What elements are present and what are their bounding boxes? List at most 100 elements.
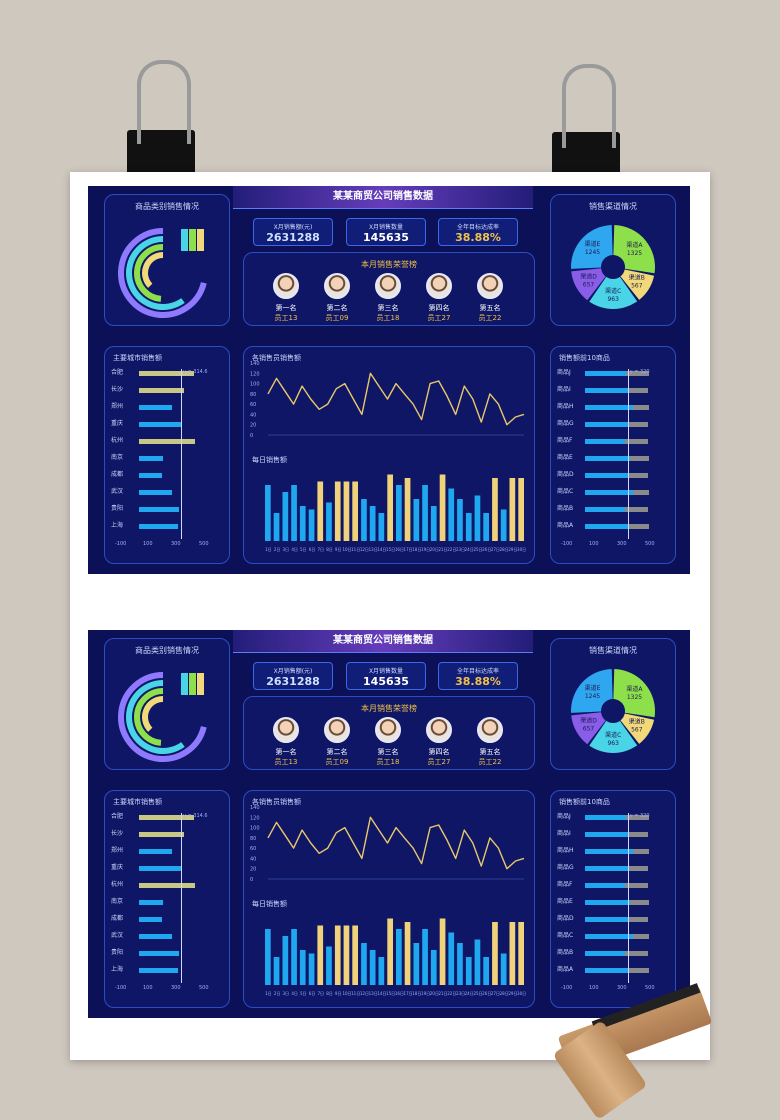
product-label: 商品C	[557, 488, 574, 495]
daily-bar-label: 11日	[351, 547, 360, 552]
dashboard-title: 某某商贸公司销售数据	[233, 630, 533, 653]
daily-bar	[509, 478, 516, 541]
product-bar	[585, 883, 625, 888]
line-y-tick: 80	[250, 836, 256, 842]
product-average-label: y = 320	[629, 369, 650, 375]
pie-slice-渠道A	[613, 669, 655, 718]
city-axis-tick: 500	[199, 985, 209, 991]
daily-bar-label: 20日	[430, 991, 439, 996]
daily-bar	[439, 474, 446, 541]
daily-bar	[483, 957, 489, 985]
line-y-tick: 40	[250, 856, 256, 862]
daily-bar-label: 11日	[351, 991, 360, 996]
pie-slice-value: 567	[631, 727, 643, 734]
pie-slice-渠道D	[571, 268, 606, 301]
trend-panel-title: 各销售员销售额	[252, 798, 301, 806]
category-ring-3	[134, 688, 164, 746]
daily-bar	[361, 499, 367, 541]
category-panel-title: 商品类别销售情况	[135, 646, 199, 655]
kpi-card: 全年目标达成率 38.88%	[438, 218, 518, 246]
pie-slice-label: 渠道D	[580, 717, 597, 725]
ranking-item: 第三名 员工18	[368, 717, 408, 767]
kpi-card: X月销售额(元) 2631288	[253, 218, 333, 246]
city-bar	[139, 490, 173, 495]
daily-bar	[273, 513, 280, 541]
daily-bar-label: 7日	[318, 991, 325, 996]
city-label: 郑州	[111, 847, 124, 854]
city-axis-tick: -100	[115, 541, 127, 547]
daily-bar-label: 15日	[386, 991, 395, 996]
city-bar	[139, 473, 162, 478]
kpi-card: X月销售数量 145635	[346, 662, 426, 690]
daily-bar	[378, 513, 385, 541]
city-bar	[139, 405, 173, 410]
pie-slice-渠道E	[571, 669, 613, 713]
product-label: 商品G	[557, 420, 574, 427]
daily-bar-label: 29日	[508, 547, 517, 552]
line-y-tick: 40	[250, 412, 256, 418]
ranking-place: 第三名	[377, 304, 399, 312]
daily-bar	[308, 509, 315, 541]
ranking-panel: 本月销售荣誉榜 第一名 员工13 第二名 员工09 第三名 员工18 第四名 员工27 第五名 员工…	[243, 252, 535, 326]
daily-bar-label: 27日	[491, 991, 500, 996]
daily-bar	[509, 922, 516, 985]
product-bar	[585, 507, 625, 512]
pie-slice-渠道D	[571, 712, 606, 745]
daily-bar-label: 1日	[265, 547, 272, 552]
daily-bar	[413, 943, 420, 985]
city-axis-tick: -100	[115, 985, 127, 991]
daily-bar-label: 26日	[482, 547, 491, 552]
city-label: 杭州	[111, 881, 124, 888]
ranking-item: 第一名 员工13	[266, 273, 306, 323]
avatar	[426, 717, 452, 743]
daily-bar	[352, 481, 358, 541]
line-y-tick: 100	[250, 826, 260, 832]
daily-bar	[343, 925, 350, 985]
product-bar	[585, 832, 629, 837]
salesperson-line-chart: 0 20 40 60 80 100 120 140	[250, 805, 525, 883]
city-bar	[139, 900, 163, 905]
daily-bar-label: 5日	[300, 547, 307, 552]
daily-bar-label: 21日	[438, 547, 447, 552]
category-ring-1	[118, 228, 207, 318]
daily-bar-label: 18日	[412, 547, 421, 552]
daily-bar	[299, 950, 306, 985]
daily-bar	[500, 953, 507, 985]
daily-bar	[265, 485, 271, 541]
product-bar	[585, 490, 633, 495]
pie-slice-value: 567	[631, 283, 643, 290]
daily-bar	[404, 478, 411, 541]
daily-bar-label: 16日	[395, 991, 404, 996]
avatar	[375, 717, 401, 743]
city-label: 长沙	[111, 386, 124, 393]
daily-bar-label: 1日	[265, 991, 272, 996]
ranking-panel-title: 本月销售荣誉榜	[361, 704, 417, 713]
line-y-tick: 20	[250, 423, 256, 429]
product-label: 商品F	[557, 437, 573, 444]
pie-slice-label: 渠道A	[626, 685, 643, 693]
daily-bar-chart: 1日 2日 3日 4日 5日 6日 7日 8日 9日 10日 11日 12日 13日 14日 15日 16日 1…	[265, 918, 526, 996]
city-axis-tick: 100	[143, 541, 153, 547]
city-bar	[139, 456, 163, 461]
daily-bar-label: 3日	[283, 991, 290, 996]
daily-bar	[326, 502, 332, 541]
ranking-place: 第一名	[275, 304, 297, 312]
daily-bar	[317, 925, 324, 985]
daily-bar-label: 5日	[300, 991, 307, 996]
daily-bar	[448, 932, 455, 985]
line-y-tick: 20	[250, 867, 256, 873]
daily-bar-label: 10日	[342, 991, 351, 996]
daily-panel-title: 每日销售额	[252, 456, 287, 464]
city-label: 重庆	[111, 864, 124, 871]
pie-slice-label: 渠道E	[585, 240, 601, 248]
product-bar	[585, 951, 625, 956]
daily-bar	[422, 485, 428, 541]
daily-bar	[483, 513, 489, 541]
daily-bar	[317, 481, 324, 541]
city-panel-title: 主要城市销售额	[113, 354, 162, 362]
daily-bar-label: 13日	[369, 991, 378, 996]
daily-bar	[404, 922, 411, 985]
daily-bar	[518, 478, 524, 541]
daily-bar	[492, 922, 498, 985]
channel-panel: 销售渠道情况 渠道A 1325 渠道B 567 渠道C 963 渠道D 657 渠道E 1245	[550, 638, 676, 770]
